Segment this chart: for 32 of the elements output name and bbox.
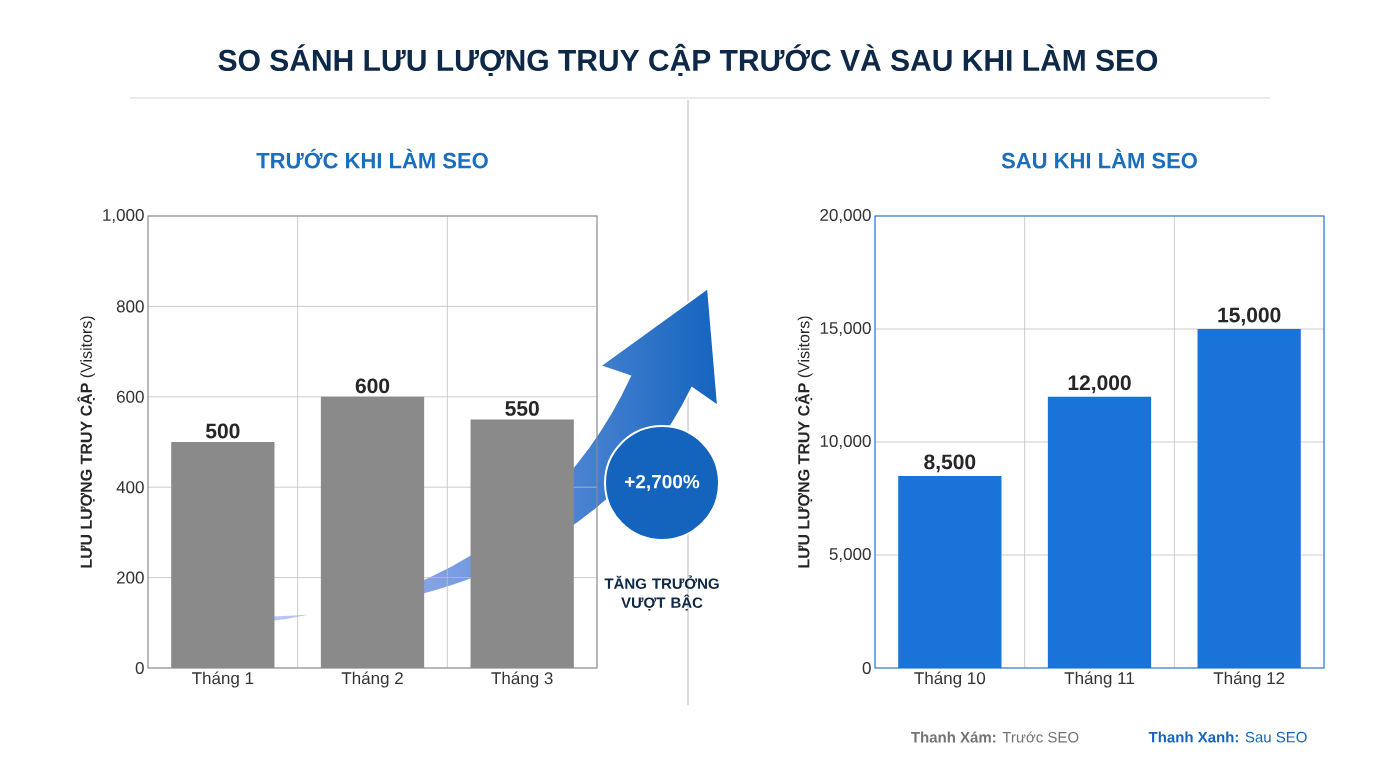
data-label: 550	[505, 400, 539, 416]
y-tick-label: 15,000	[820, 321, 871, 337]
x-tick-label: Tháng 11	[1064, 671, 1134, 688]
y-axis-title: LƯU LƯỢNG TRUY CẬP (Visitors)	[794, 316, 813, 568]
text: Thanh Xám: Trước SEO	[911, 731, 1079, 743]
y-tick-label: 200	[116, 571, 144, 584]
y-tick-label: 5,000	[829, 547, 871, 563]
y-tick-label: 400	[116, 481, 144, 494]
y-tick-label: 1,000	[103, 208, 144, 224]
data-label: 600	[355, 378, 390, 394]
data-label: 12,000	[1068, 375, 1131, 394]
y-tick-label: 10,000	[820, 434, 871, 450]
x-tick-label: Tháng 10	[914, 671, 986, 688]
y-tick-label: 0	[862, 661, 871, 675]
x-tick-label: Tháng 3	[491, 671, 553, 688]
y-tick-label: 20,000	[820, 208, 871, 224]
chart-title: TRƯỚC KHI LÀM SEO	[256, 148, 488, 169]
y-tick-label: 800	[116, 300, 144, 313]
text: +2,700%	[625, 474, 700, 492]
chart-title: SAU KHI LÀM SEO	[1001, 148, 1197, 169]
y-tick-label: 0	[135, 661, 144, 675]
x-tick-label: Tháng 1	[192, 671, 254, 688]
y-tick-label: 600	[116, 390, 144, 403]
data-label: 15,000	[1218, 307, 1281, 326]
y-axis-title: LƯU LƯỢNG TRUY CẬP (Visitors)	[77, 316, 96, 568]
text: SO SÁNH LƯU LƯỢNG TRUY CẬP TRƯỚC VÀ SAU KHI LÀM SEO	[218, 43, 1158, 77]
x-tick-label: Tháng 2	[341, 671, 403, 688]
data-label: 500	[205, 423, 240, 439]
text: Thanh Xanh: Sau SEO	[1148, 731, 1307, 743]
text: TĂNG TRƯỞNG VƯỢT BẬC	[604, 575, 719, 611]
data-label: 8,500	[924, 454, 976, 473]
x-tick-label: Tháng 12	[1213, 671, 1285, 688]
